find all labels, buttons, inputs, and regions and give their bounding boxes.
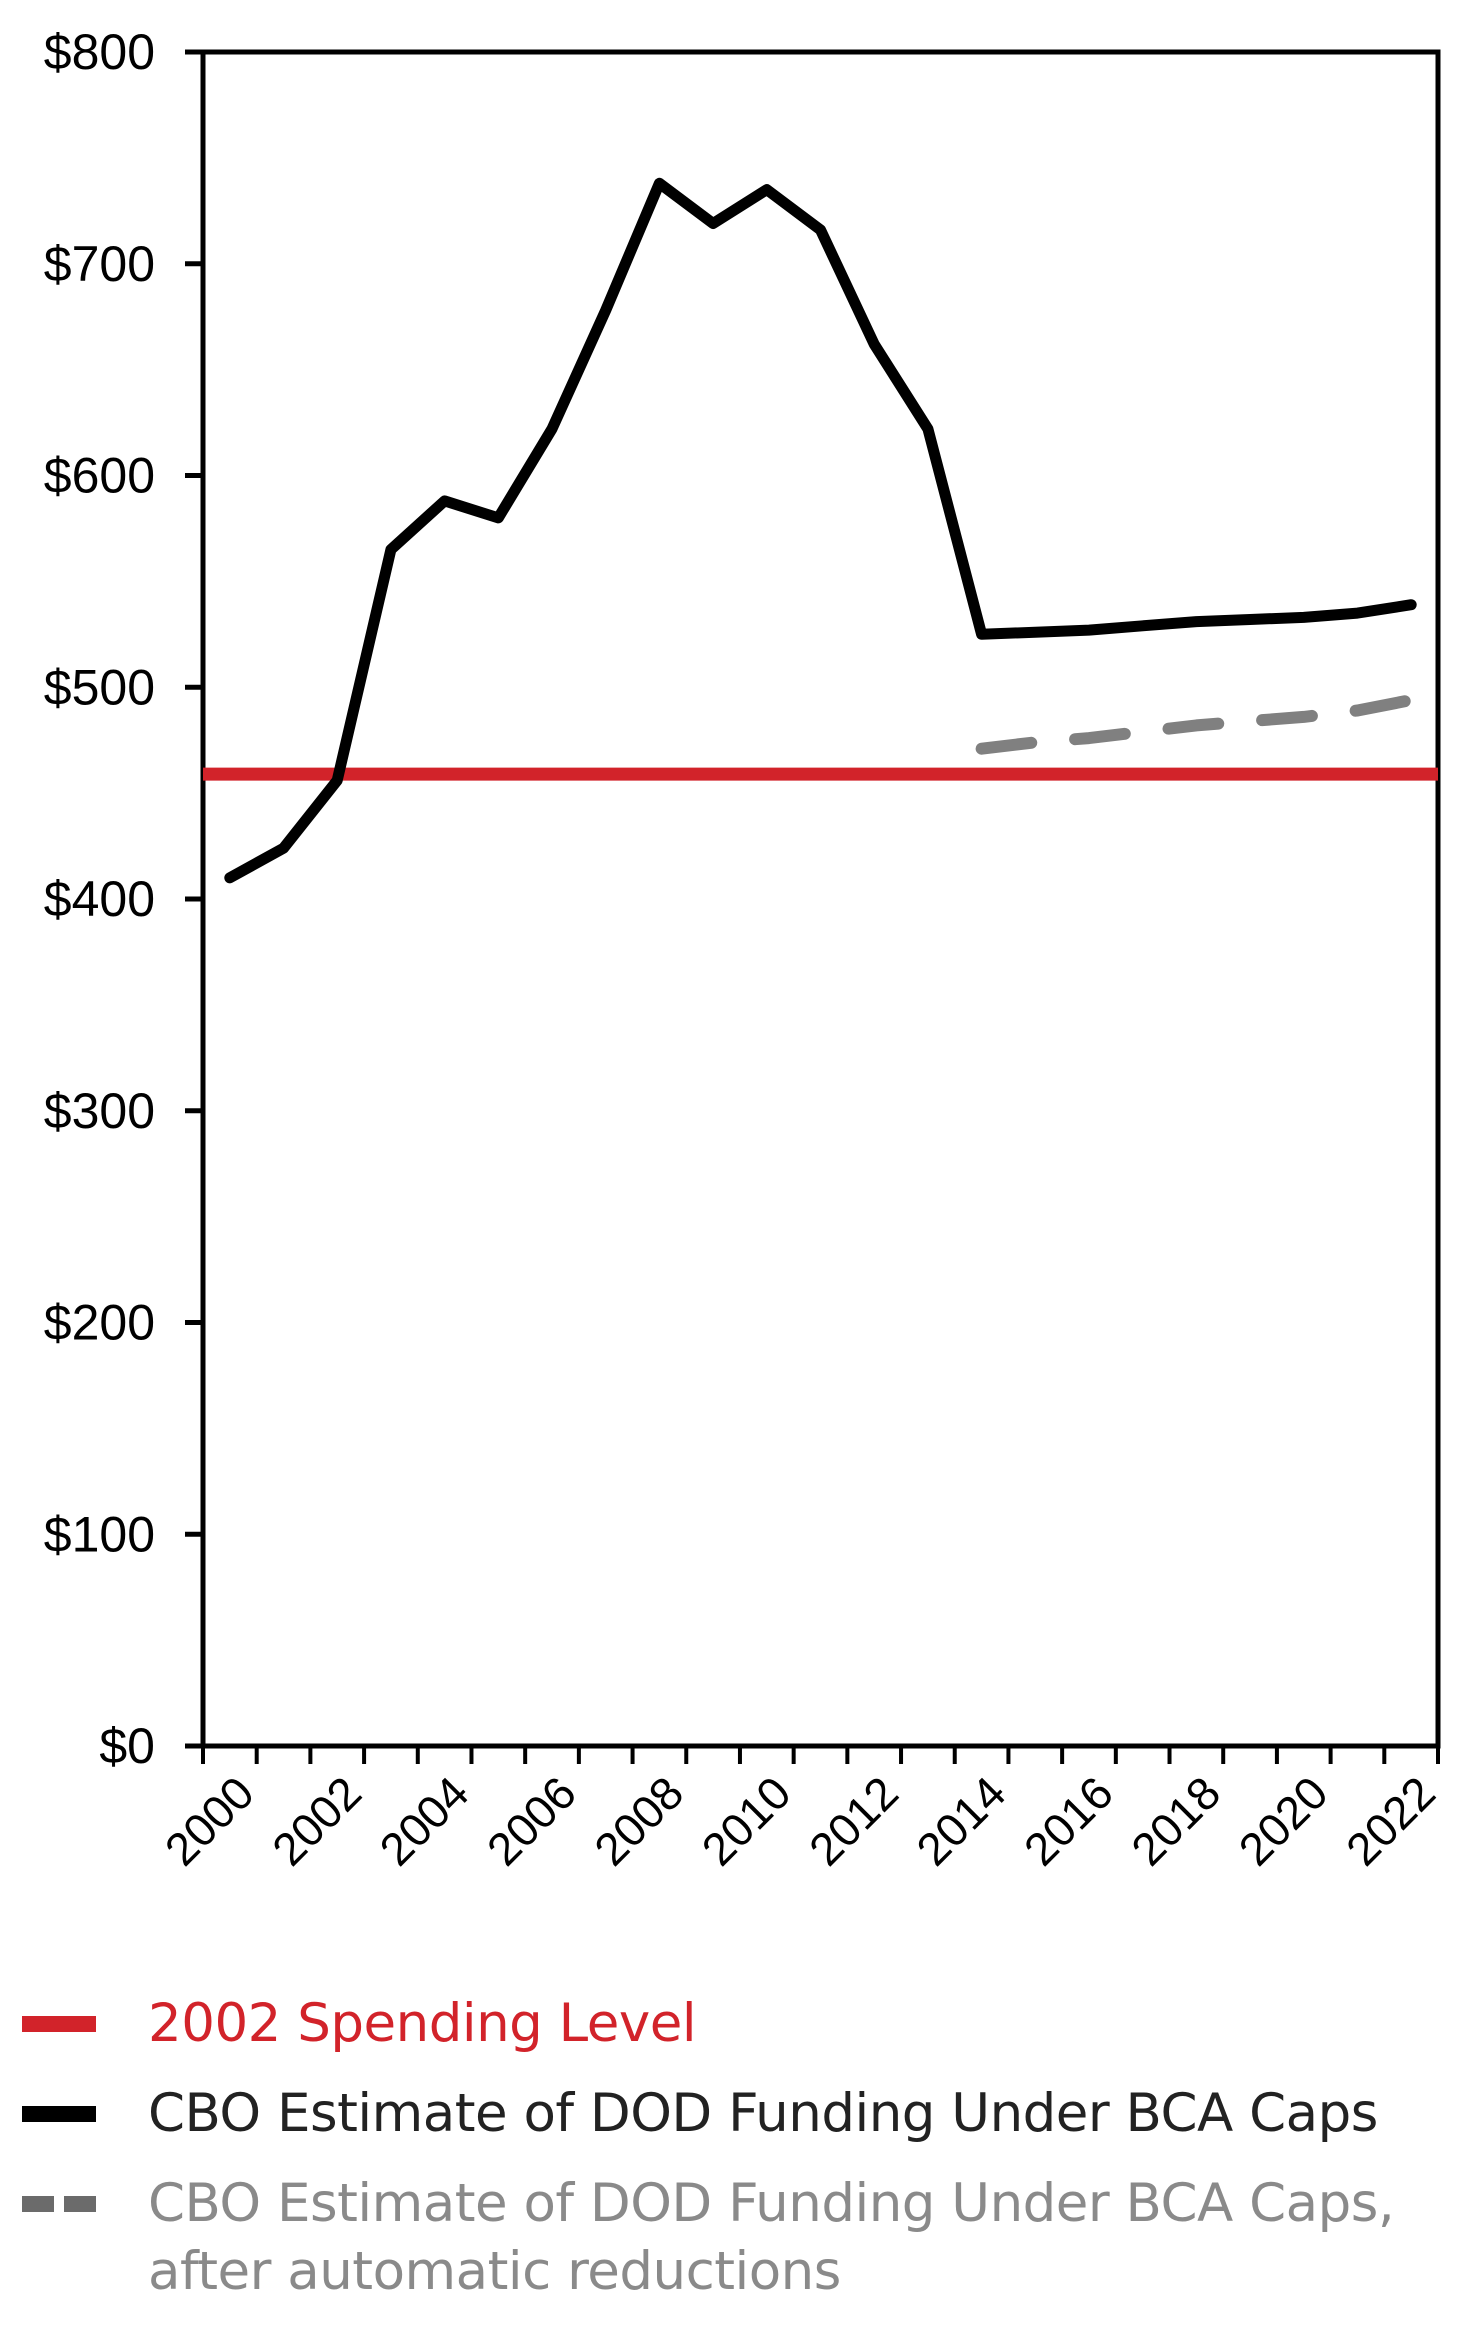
y-tick-label: $600 — [44, 448, 155, 504]
plot-border — [200, 49, 1441, 1749]
y-tick-label: $0 — [99, 1718, 155, 1774]
black-line-swatch-icon — [22, 2106, 96, 2122]
y-tick-label: $500 — [44, 659, 155, 715]
y-tick-label: $800 — [44, 24, 155, 80]
y-tick-label: $100 — [44, 1506, 155, 1562]
legend-label: 2002 Spending Level — [148, 1993, 697, 2054]
series-layer — [203, 177, 1438, 884]
x-tick-label: 2022 — [1336, 1766, 1445, 1875]
x-tick-label: 2014 — [906, 1766, 1015, 1875]
x-tick-label: 2016 — [1014, 1766, 1123, 1875]
legend-label-line2: after automatic reductions — [148, 2241, 841, 2302]
x-axis: 2000200220042006200820102012201420162018… — [155, 1746, 1445, 1875]
y-tick-label: $200 — [44, 1295, 155, 1351]
legend-item-cbo-estimate: CBO Estimate of DOD Funding Under BCA Ca… — [22, 2080, 1472, 2148]
x-tick-label: 2008 — [584, 1766, 693, 1875]
x-tick-label: 2020 — [1229, 1766, 1338, 1875]
y-tick-label: $700 — [44, 236, 155, 292]
plot-frame — [200, 49, 1441, 1749]
legend-item-2002-spending: 2002 Spending Level — [22, 1990, 1472, 2058]
y-axis: $0 $100 $200 $300 $400 $500 $600 $700 $800 — [44, 24, 203, 1774]
x-tick-label: 2000 — [155, 1766, 264, 1875]
legend-label: CBO Estimate of DOD Funding Under BCA Ca… — [148, 2083, 1378, 2144]
cbo-estimate-line — [224, 177, 1417, 884]
red-line-swatch-icon — [22, 2016, 96, 2032]
legend-label: CBO Estimate of DOD Funding Under BCA Ca… — [148, 2170, 1395, 2306]
y-tick-label: $400 — [44, 871, 155, 927]
legend-label-line1: CBO Estimate of DOD Funding Under BCA Ca… — [148, 2173, 1395, 2234]
x-tick-label: 2010 — [692, 1766, 801, 1875]
line-chart: $0$100$200$300$400$500$600$700$800 20002… — [44, 24, 1445, 1875]
x-tick-label: 2006 — [477, 1766, 586, 1875]
x-tick-label: 2018 — [1121, 1766, 1230, 1875]
x-tick-label: 2012 — [799, 1766, 908, 1875]
dashed-line-swatch-icon — [22, 2196, 96, 2212]
legend-item-cbo-after-reductions: CBO Estimate of DOD Funding Under BCA Ca… — [22, 2170, 1472, 2306]
y-tick-label: $300 — [44, 1083, 155, 1139]
cbo-after-reductions-line — [975, 694, 1418, 755]
chart-legend: 2002 Spending Level CBO Estimate of DOD … — [22, 1990, 1472, 2328]
x-tick-label: 2002 — [262, 1766, 371, 1875]
x-tick-label: 2004 — [369, 1766, 478, 1875]
